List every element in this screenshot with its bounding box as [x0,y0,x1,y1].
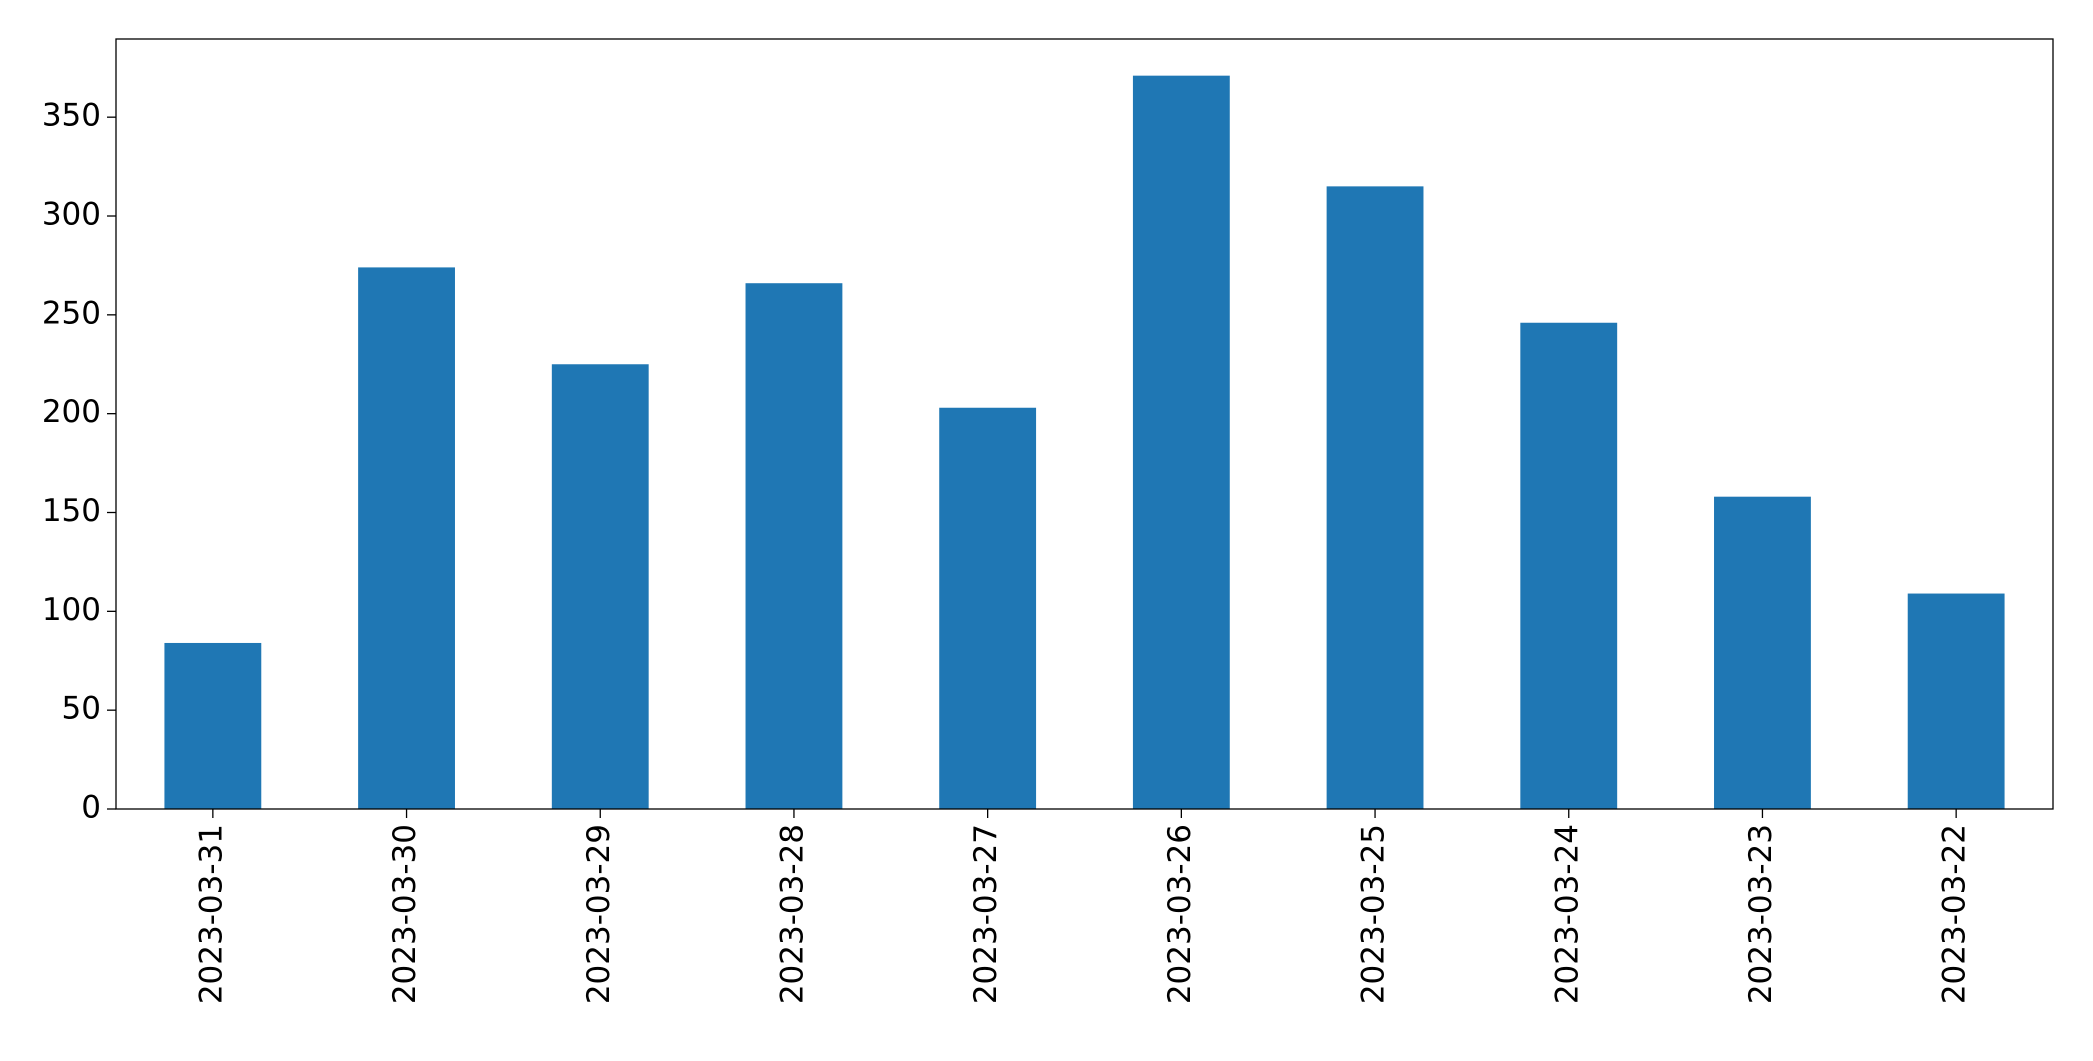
y-tick-label: 350 [42,98,101,134]
bar [164,642,262,809]
y-tick-label: 300 [42,197,101,233]
y-tick-label: 200 [42,394,101,430]
bar [1132,75,1230,809]
y-tick-label: 50 [62,691,101,727]
x-tick-label: 2023-03-30 [387,824,423,1004]
bar [358,267,455,809]
bar [1326,186,1424,809]
y-tick-label: 100 [42,592,101,628]
x-tick-label: 2023-03-23 [1743,824,1779,1004]
bar [1520,322,1618,809]
x-tick-label: 2023-03-22 [1937,824,1973,1004]
x-tick-label: 2023-03-26 [1162,824,1198,1004]
bar [1714,496,1811,809]
bar [551,364,649,809]
y-tick-label: 0 [81,790,101,826]
y-tick-label: 150 [42,493,101,529]
x-tick-label: 2023-03-27 [968,824,1004,1004]
bar [1907,593,2005,809]
x-tick-label: 2023-03-24 [1549,824,1585,1004]
x-tick-label: 2023-03-25 [1356,824,1392,1004]
bar [939,407,1037,809]
y-tick-label: 250 [42,295,101,331]
x-tick-label: 2023-03-31 [193,824,229,1004]
x-tick-label: 2023-03-28 [774,824,810,1004]
x-tick-label: 2023-03-29 [581,824,617,1004]
bar [745,283,843,809]
plot-frame [115,38,2054,810]
